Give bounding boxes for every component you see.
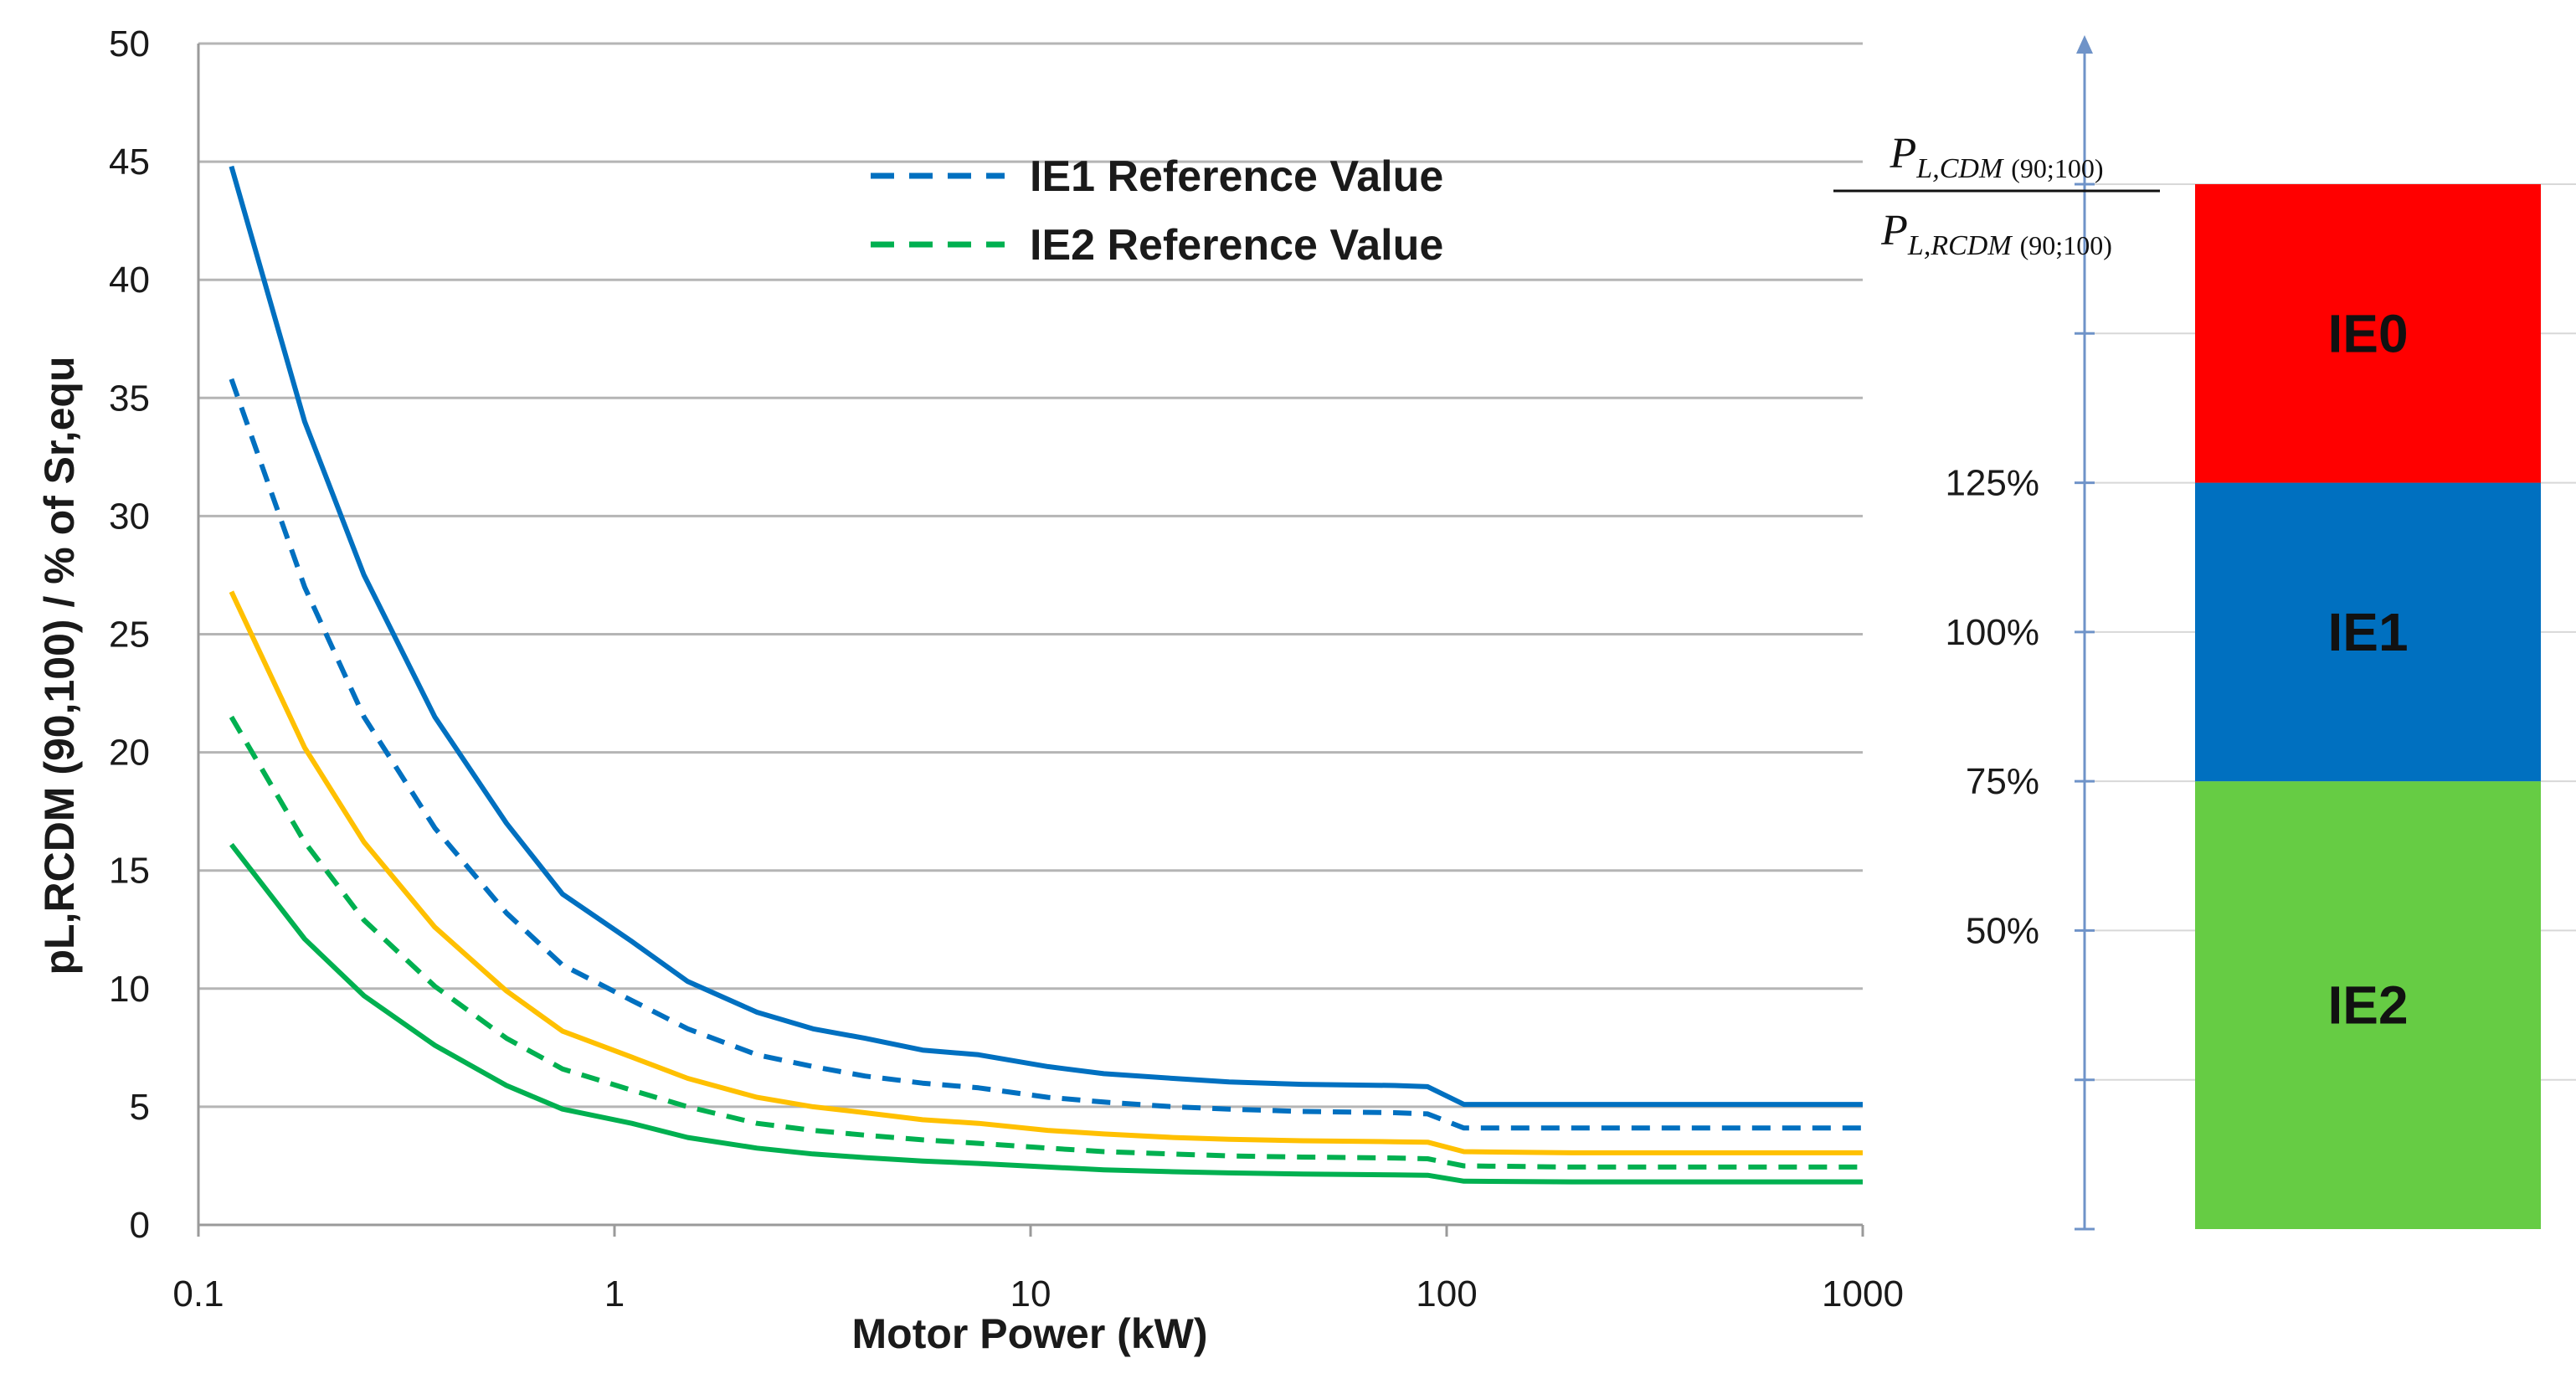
right-tick-label-100: 100% — [1945, 612, 2039, 653]
y-tick-label-5: 5 — [130, 1087, 150, 1128]
band-label-ie0: IE0 — [2327, 303, 2408, 363]
formula-denominator: PL,RCDM (90;100) — [1880, 207, 2112, 261]
series-line-3 — [229, 715, 1863, 1170]
band-label-ie1: IE1 — [2327, 602, 2408, 662]
left-axes — [197, 44, 1864, 1237]
band-ie2 — [2195, 781, 2541, 1229]
y-tick-label-45: 45 — [109, 141, 150, 183]
loss-ratio-formula: PL,CDM (90;100) PL,RCDM (90;100) — [1833, 130, 2160, 261]
legend-label-ie2: IE2 Reference Value — [1030, 221, 1443, 270]
legend-label-ie1: IE1 Reference Value — [1030, 152, 1443, 201]
y-tick-label-10: 10 — [109, 969, 150, 1010]
series-line-2 — [229, 590, 1863, 1155]
formula-numerator: PL,CDM (90;100) — [1890, 130, 2104, 184]
right-tick-labels: 50% 75% 100% 125% — [1945, 463, 2039, 952]
band-label-ie2: IE2 — [2327, 975, 2408, 1036]
right-axis — [2075, 35, 2095, 1231]
left-tick-labels: 0 5 10 15 20 25 30 35 40 45 50 0.1 1 10 100 1000 — [109, 23, 1904, 1314]
efficiency-class-chart: IE2 IE1 IE0 50% 75% 100% 125% PL,CDM (90;100) … — [1833, 35, 2576, 1231]
band-ie0 — [2195, 184, 2541, 483]
y-tick-label-40: 40 — [109, 260, 150, 301]
x-tick-label-10: 10 — [1010, 1273, 1051, 1314]
band-ie1 — [2195, 482, 2541, 782]
y-axis-title: pL,RCDM (90,100) / % of Sr,equ — [36, 356, 83, 975]
right-tick-label-125: 125% — [1945, 463, 2039, 504]
y-tick-label-30: 30 — [109, 496, 150, 537]
y-tick-label-0: 0 — [130, 1205, 150, 1246]
efficiency-bands: IE2 IE1 IE0 — [2195, 184, 2541, 1229]
x-tick-label-1: 1 — [604, 1273, 625, 1314]
y-tick-label-35: 35 — [109, 378, 150, 419]
legend: IE1 Reference Value IE2 Reference Value — [871, 152, 1443, 270]
right-tick-label-50: 50% — [1966, 910, 2039, 951]
x-tick-label-0.1: 0.1 — [172, 1273, 224, 1314]
left-series-group — [229, 165, 1863, 1185]
y-tick-label-50: 50 — [109, 23, 150, 64]
y-tick-label-15: 15 — [109, 851, 150, 892]
right-axis-arrowhead — [2076, 35, 2093, 54]
x-tick-label-100: 100 — [1416, 1273, 1477, 1314]
left-gridlines — [198, 42, 1863, 1109]
x-axis-title: Motor Power (kW) — [852, 1310, 1208, 1357]
series-line-4 — [229, 842, 1863, 1185]
y-tick-label-20: 20 — [109, 733, 150, 774]
x-tick-label-1000: 1000 — [1822, 1273, 1904, 1314]
y-tick-label-25: 25 — [109, 615, 150, 656]
series-line-1 — [229, 378, 1863, 1131]
right-tick-label-75: 75% — [1966, 761, 2039, 802]
series-line-0 — [229, 165, 1863, 1108]
